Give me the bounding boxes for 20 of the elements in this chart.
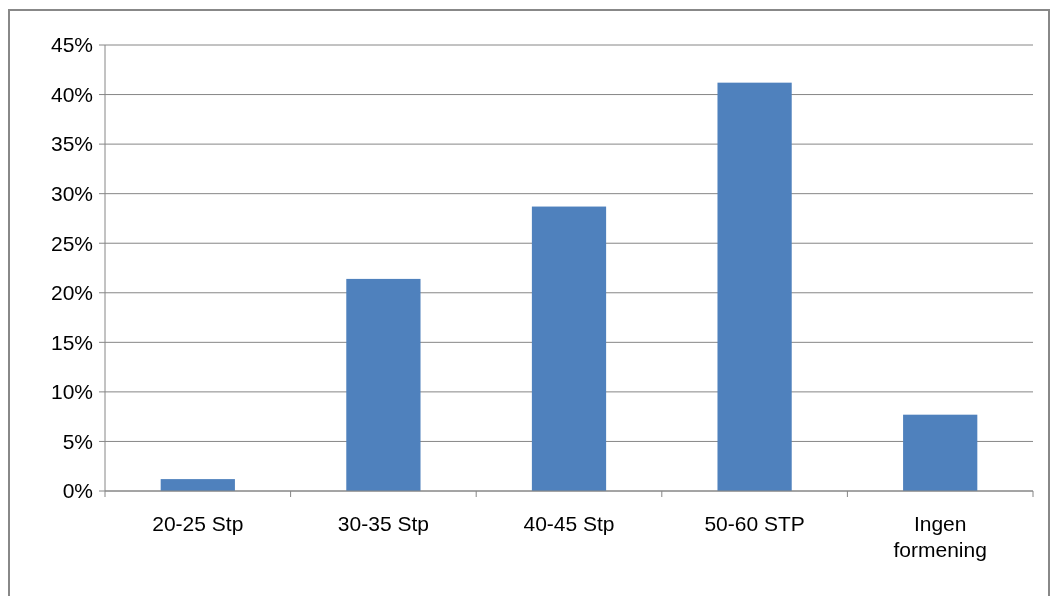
x-tick-label: Ingen formening xyxy=(893,512,987,562)
y-tick-label: 30% xyxy=(50,182,93,206)
bar xyxy=(531,206,607,491)
y-tick-label: 10% xyxy=(50,380,93,404)
x-tick-label: 40-45 Stp xyxy=(523,512,615,535)
y-tick-label: 15% xyxy=(50,330,93,354)
bar xyxy=(160,479,235,491)
y-tick-label: 0% xyxy=(62,479,93,503)
y-tick-label: 25% xyxy=(50,231,93,255)
y-tick-label: 40% xyxy=(50,82,93,106)
y-tick-label: 20% xyxy=(50,281,93,305)
x-tick-label: 20-25 Stp xyxy=(152,512,244,535)
x-tick-label: 50-60 STP xyxy=(704,512,805,535)
bar xyxy=(346,278,421,491)
y-tick-label: 45% xyxy=(50,33,93,57)
y-tick-label: 35% xyxy=(50,132,93,156)
bar xyxy=(903,414,978,491)
y-tick-label: 5% xyxy=(62,429,93,453)
bar xyxy=(717,82,792,491)
x-tick-label: 30-35 Stp xyxy=(337,512,429,535)
